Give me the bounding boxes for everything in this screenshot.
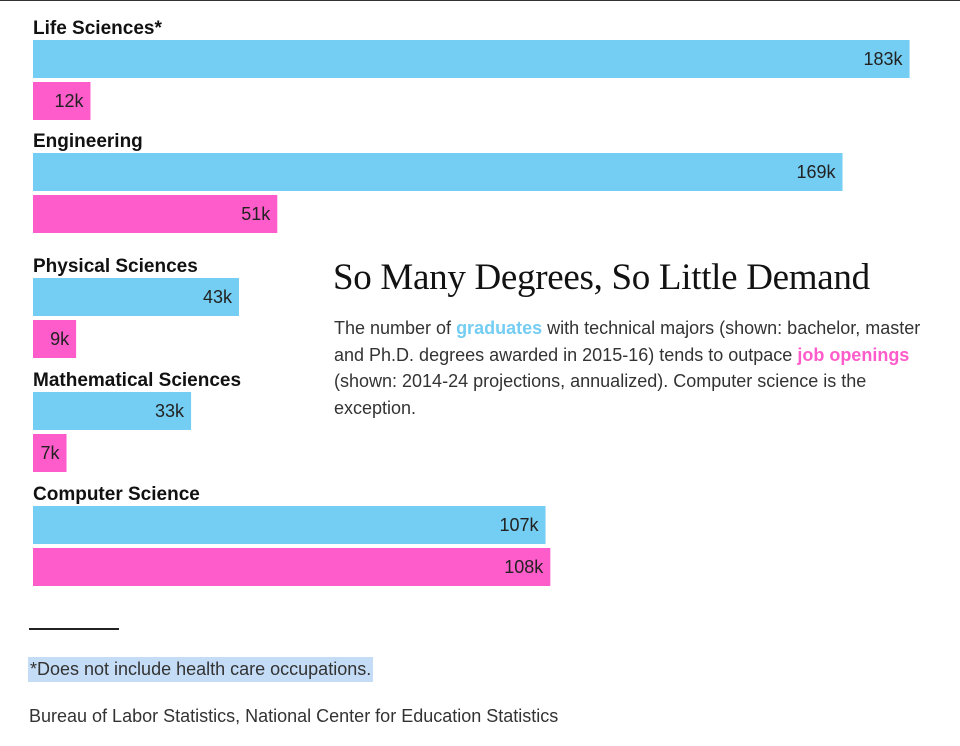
top-rule	[0, 0, 960, 1]
category-label-mathematical-sciences: Mathematical Sciences	[33, 370, 241, 391]
value-label-graduates-life-sciences: 183k	[864, 49, 904, 69]
bar-job-openings-physical-sciences	[33, 320, 77, 358]
value-label-job-openings-computer-science: 108k	[504, 557, 544, 577]
value-label-job-openings-physical-sciences: 9k	[50, 329, 70, 349]
category-label-engineering: Engineering	[33, 131, 143, 152]
value-label-job-openings-mathematical-sciences: 7k	[41, 443, 61, 463]
subtitle-text-3: (shown: 2014-24 projections, annualized)…	[334, 371, 867, 418]
bar-job-openings-life-sciences	[33, 82, 91, 120]
bar-chart: Life Sciences* 183k 12k Engineering 169k 51k P…	[33, 18, 910, 586]
value-label-graduates-physical-sciences: 43k	[203, 287, 233, 307]
subtitle-text-1: The number of	[334, 318, 457, 338]
value-label-job-openings-engineering: 51k	[241, 204, 271, 224]
graduates-legend-word: graduates	[456, 318, 543, 338]
footnote-rule	[29, 628, 119, 630]
bar-graduates-computer-science	[33, 506, 546, 544]
subtitle-text-2: with technical majors (shown: bachelor, …	[334, 318, 921, 365]
bar-job-openings-mathematical-sciences	[33, 434, 67, 472]
footnote: *Does not include health care occupation…	[28, 657, 374, 682]
value-label-graduates-mathematical-sciences: 33k	[155, 401, 185, 421]
chart-title: So Many Degrees, So Little Demand	[333, 257, 870, 298]
bar-job-openings-computer-science	[33, 548, 551, 586]
value-label-graduates-computer-science: 107k	[499, 515, 539, 535]
chart-subtitle: The number of graduates with technical m…	[334, 315, 924, 421]
bar-graduates-engineering	[33, 153, 843, 191]
category-label-physical-sciences: Physical Sciences	[33, 256, 198, 277]
bar-job-openings-engineering	[33, 195, 278, 233]
bar-graduates-physical-sciences	[33, 278, 239, 316]
job-openings-legend-word: job openings	[797, 344, 910, 365]
value-label-job-openings-life-sciences: 12k	[54, 91, 84, 111]
category-label-life-sciences: Life Sciences*	[33, 18, 162, 39]
bar-graduates-life-sciences	[33, 40, 910, 78]
category-label-computer-science: Computer Science	[33, 484, 200, 505]
bar-graduates-mathematical-sciences	[33, 392, 192, 430]
value-label-graduates-engineering: 169k	[796, 162, 836, 182]
source-credit: Bureau of Labor Statistics, National Cen…	[29, 706, 559, 726]
